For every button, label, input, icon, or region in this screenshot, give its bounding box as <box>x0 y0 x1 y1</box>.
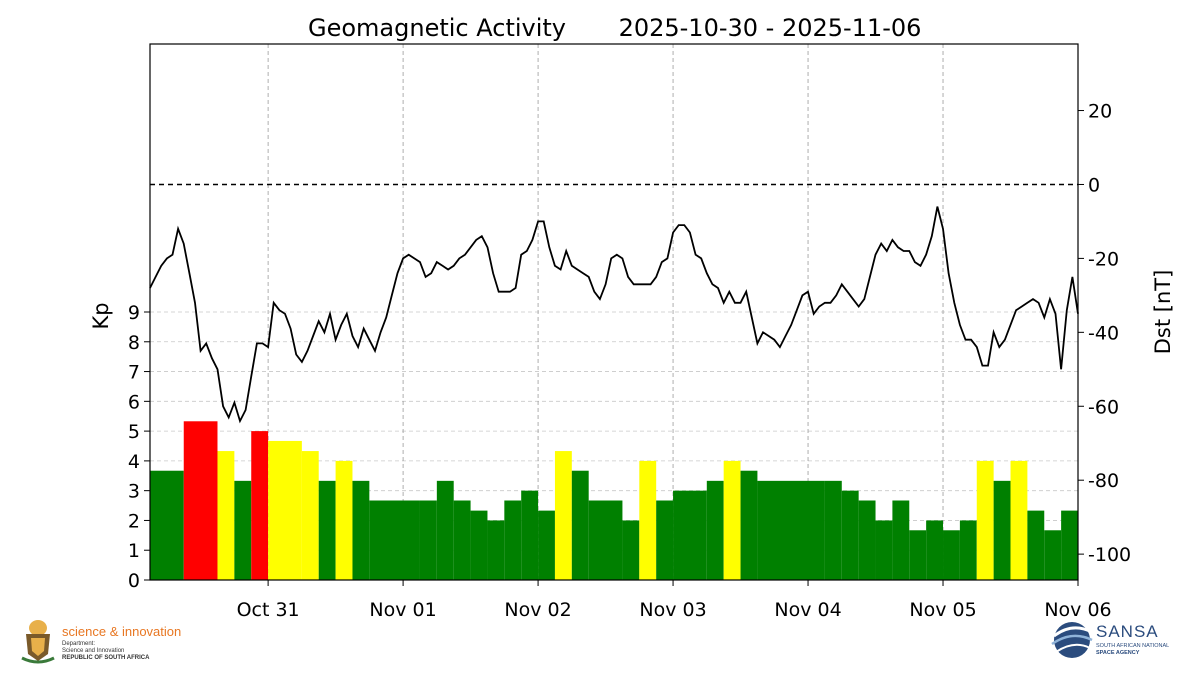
dst-series-line <box>149 206 1079 424</box>
kp-bar <box>976 460 994 580</box>
time-tick-label: Nov 01 <box>369 599 436 621</box>
kp-tick-label: 8 <box>128 332 140 354</box>
kp-tick-label: 5 <box>128 421 140 443</box>
kp-bar <box>993 480 1011 580</box>
sansa-logo: SANSA SOUTH AFRICAN NATIONAL SPACE AGENC… <box>1050 614 1170 666</box>
dst-axis-label: Dst [nT] <box>1151 270 1175 355</box>
kp-bar <box>639 460 657 580</box>
dst-tick-label: -40 <box>1088 322 1119 344</box>
kp-bar <box>892 500 910 580</box>
kp-bar <box>1010 460 1028 580</box>
dsi-logo-line: REPUBLIC OF SOUTH AFRICA <box>62 655 150 661</box>
time-tick-label: Nov 04 <box>774 599 841 621</box>
kp-bar <box>740 470 758 580</box>
kp-bar <box>487 520 505 580</box>
kp-bar <box>504 500 522 580</box>
kp-bar <box>656 500 674 580</box>
kp-bar <box>335 460 353 580</box>
kp-tick-label: 7 <box>128 362 140 384</box>
dst-tick-label: 0 <box>1088 174 1100 196</box>
kp-bar <box>1044 530 1062 580</box>
kp-bar <box>943 530 960 580</box>
kp-bars <box>150 421 1078 580</box>
time-tick-label: Nov 05 <box>909 599 976 621</box>
kp-tick-label: 0 <box>128 570 140 592</box>
kp-bar <box>858 500 876 580</box>
kp-bar <box>234 480 252 580</box>
sansa-globe-icon <box>1051 622 1093 658</box>
kp-tick-label: 1 <box>128 540 140 562</box>
dst-axis: 20 0 -20 -40 -60 -80 -100 <box>1078 101 1131 566</box>
sansa-logo-line: SPACE AGENCY <box>1096 650 1140 656</box>
kp-tick-label: 2 <box>128 510 140 532</box>
time-tick-label: Nov 06 <box>1044 599 1111 621</box>
kp-bar <box>1061 510 1078 580</box>
dsi-logo-title: science & innovation <box>62 624 182 639</box>
kp-bar <box>959 520 977 580</box>
kp-bar <box>183 421 218 580</box>
dsi-logo: science & innovation Department: Science… <box>18 614 193 666</box>
kp-bar <box>453 500 471 580</box>
dst-tick-label: -60 <box>1088 396 1119 418</box>
dst-tick-label: 20 <box>1088 101 1112 123</box>
kp-bar <box>318 480 336 580</box>
kp-bar <box>757 480 825 580</box>
kp-bar <box>909 530 927 580</box>
kp-bar <box>150 470 184 580</box>
dst-tick-label: -20 <box>1088 248 1119 270</box>
kp-bar <box>841 490 859 580</box>
chart-title: Geomagnetic Activity <box>308 14 566 42</box>
sansa-logo-name: SANSA <box>1096 622 1159 641</box>
kp-bar <box>554 451 572 580</box>
kp-bar <box>1027 510 1045 580</box>
time-tick-label: Nov 02 <box>504 599 571 621</box>
kp-bar <box>706 480 724 580</box>
kp-bar <box>622 520 640 580</box>
dsi-logo-subtitle: Department: Science and Innovation REPUB… <box>62 641 149 662</box>
kp-bar <box>571 470 589 580</box>
dst-tick-label: -80 <box>1088 470 1119 492</box>
kp-bar <box>538 510 555 580</box>
kp-bar <box>673 490 707 580</box>
time-axis: Oct 31 Nov 01 Nov 02 Nov 03 Nov 04 Nov 05 Nov … <box>237 580 1112 621</box>
kp-bar <box>926 520 944 580</box>
dst-tick-label: -100 <box>1088 544 1131 566</box>
kp-bar <box>875 520 893 580</box>
chart-date-range: 2025-10-30 - 2025-11-06 <box>619 14 922 42</box>
kp-tick-label: 4 <box>128 451 140 473</box>
kp-tick-label: 6 <box>128 391 140 413</box>
dsi-logo-line: Science and Innovation <box>62 648 125 654</box>
kp-bar <box>301 451 319 580</box>
kp-bar <box>470 510 488 580</box>
kp-tick-label: 3 <box>128 481 140 503</box>
kp-bar <box>824 480 842 580</box>
kp-axis: 0 1 2 3 4 5 6 7 8 9 <box>128 302 150 592</box>
kp-axis-label: Kp <box>89 302 113 329</box>
kp-bar <box>352 480 370 580</box>
kp-bar <box>268 440 302 580</box>
kp-tick-label: 9 <box>128 302 140 324</box>
sansa-logo-subtitle: SOUTH AFRICAN NATIONAL SPACE AGENCY <box>1096 643 1169 657</box>
kp-bar <box>436 480 454 580</box>
time-tick-label: Nov 03 <box>639 599 706 621</box>
time-tick-label: Oct 31 <box>237 599 300 621</box>
kp-bar <box>521 490 539 580</box>
sansa-logo-line: SOUTH AFRICAN NATIONAL <box>1096 643 1170 649</box>
kp-bar <box>588 500 623 580</box>
kp-bar <box>419 500 437 580</box>
coat-of-arms-icon <box>21 620 55 664</box>
kp-bar <box>369 500 420 580</box>
dsi-logo-line: Department: <box>62 641 96 647</box>
kp-bar <box>217 451 235 580</box>
kp-bar <box>251 431 269 580</box>
kp-bar <box>723 460 741 580</box>
